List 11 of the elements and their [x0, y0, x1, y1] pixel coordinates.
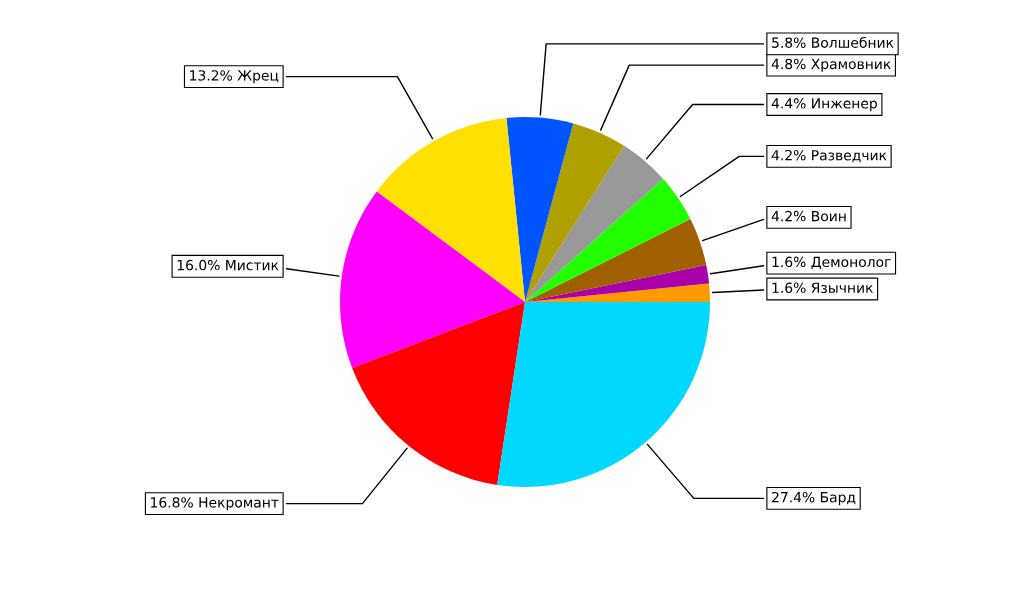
- slice-label: 16.8% Некромант: [151, 497, 279, 511]
- slice-label: 1.6% Язычник: [772, 282, 873, 294]
- slice-label: 5.8% Волшебник: [772, 36, 894, 48]
- slice-label: 4.8% Храмовник: [771, 58, 891, 72]
- slice-label: 27.4% Бард: [772, 491, 856, 506]
- slice-label: 4.4% Инженер: [771, 98, 877, 112]
- slice-label: 4.2% Воин: [771, 210, 846, 222]
- slice-label: 16.0% Мистик: [177, 259, 279, 271]
- slice-label: 4.2% Разведчик: [771, 149, 887, 163]
- slice-label: 13.2% Жрец: [190, 70, 279, 84]
- slice-label: 1.6% Демонолог: [772, 256, 891, 270]
